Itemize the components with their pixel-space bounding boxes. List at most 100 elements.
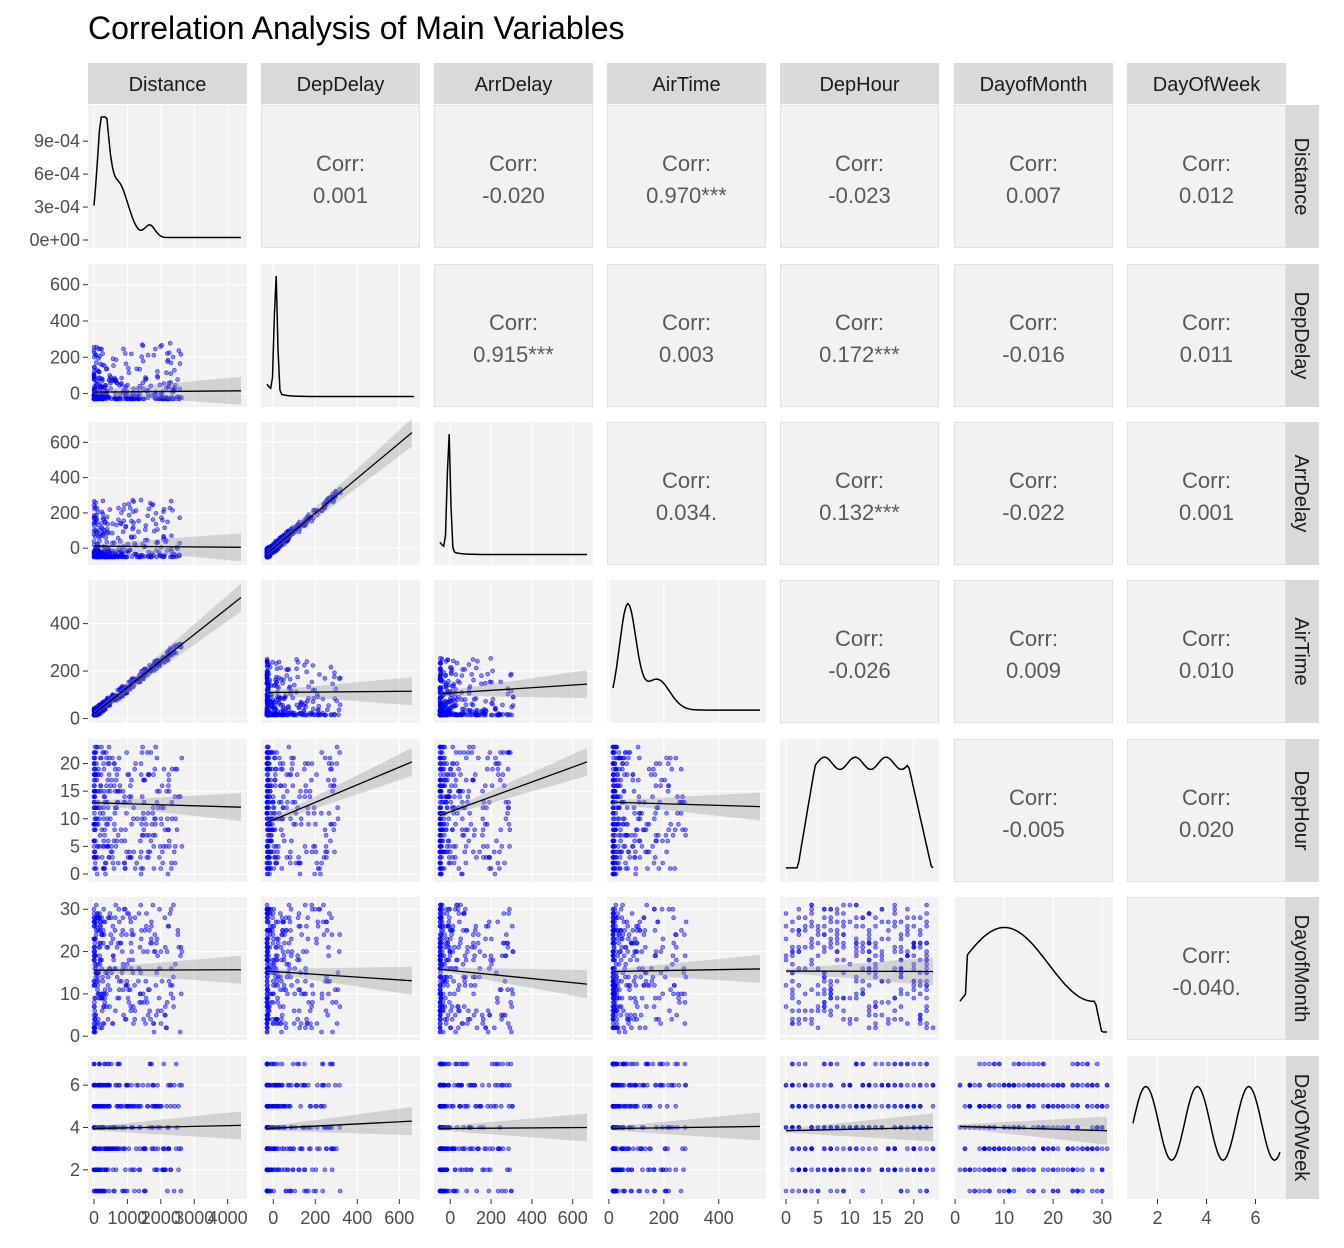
data-point <box>610 974 616 980</box>
data-point <box>143 1021 148 1026</box>
panel-distance-distance <box>88 105 247 248</box>
data-point <box>275 849 280 855</box>
data-point <box>143 527 148 532</box>
data-point <box>107 507 113 512</box>
strip-top-distance <box>88 63 247 104</box>
data-point <box>627 987 632 993</box>
data-point <box>275 1000 280 1005</box>
data-point <box>898 944 904 950</box>
data-point <box>322 755 328 761</box>
data-point <box>106 915 111 921</box>
data-point <box>847 995 853 1001</box>
data-point <box>828 940 834 946</box>
data-point <box>660 838 665 844</box>
data-point <box>110 860 116 866</box>
panel-background <box>780 580 939 723</box>
data-point <box>124 396 130 401</box>
data-point <box>302 794 308 800</box>
data-point <box>128 919 134 925</box>
data-point <box>307 1008 313 1014</box>
data-point <box>616 940 622 946</box>
data-point <box>457 940 463 946</box>
data-point <box>103 535 108 540</box>
data-point <box>271 991 276 997</box>
data-point <box>472 983 478 988</box>
data-point <box>471 1012 477 1018</box>
data-point <box>265 1004 270 1009</box>
data-point <box>151 352 157 358</box>
data-point <box>138 761 144 766</box>
data-point <box>91 978 97 984</box>
data-point <box>93 1012 98 1018</box>
data-point <box>274 712 279 718</box>
data-point <box>484 766 490 772</box>
data-point <box>168 360 174 366</box>
data-point <box>128 783 133 789</box>
data-point <box>279 915 285 921</box>
data-point <box>99 995 105 1001</box>
data-point <box>632 995 638 1001</box>
data-point <box>315 708 321 713</box>
data-point <box>465 794 471 800</box>
strip-right-dayofmonth <box>1285 897 1319 1040</box>
data-point <box>616 750 622 755</box>
data-point <box>110 923 116 929</box>
panel-depdelay-dayofweek: Corr:0.011 <box>1127 264 1286 407</box>
data-point <box>460 788 465 794</box>
data-point <box>168 991 174 997</box>
data-point <box>313 849 319 855</box>
data-point <box>153 744 158 750</box>
data-point <box>611 772 616 777</box>
data-point <box>671 991 676 997</box>
data-point <box>489 712 495 718</box>
data-point <box>92 788 98 794</box>
data-point <box>479 681 484 687</box>
data-point <box>143 995 149 1001</box>
data-point <box>93 805 99 811</box>
data-point <box>441 755 446 761</box>
data-point <box>471 991 476 997</box>
data-point <box>123 983 129 988</box>
data-point <box>269 711 275 717</box>
data-point <box>289 766 295 772</box>
data-point <box>621 1008 626 1014</box>
data-point <box>168 371 174 376</box>
data-point <box>264 871 270 877</box>
data-point <box>309 849 315 855</box>
data-point <box>643 978 649 984</box>
strip-right-label: DayOfWeek <box>1290 1074 1312 1182</box>
corr-value: -0.020 <box>482 183 544 208</box>
data-point <box>131 1021 136 1026</box>
data-point <box>133 508 139 513</box>
data-point <box>92 919 98 925</box>
data-point <box>452 794 457 800</box>
data-point <box>153 1012 159 1018</box>
data-point <box>651 816 657 822</box>
data-point <box>453 777 459 783</box>
data-point <box>155 369 160 374</box>
panel-depdelay-airtime: Corr:0.003 <box>607 264 766 407</box>
data-point <box>666 783 671 789</box>
data-point <box>626 750 631 755</box>
data-point <box>264 978 270 984</box>
data-point <box>828 991 834 997</box>
data-point <box>264 915 270 921</box>
data-point <box>93 360 99 365</box>
data-point <box>140 380 146 386</box>
data-point <box>307 794 313 800</box>
data-point <box>796 915 802 921</box>
data-point <box>107 761 112 766</box>
data-point <box>117 783 123 789</box>
panel-border <box>434 105 593 248</box>
data-point <box>455 1004 460 1009</box>
data-point <box>924 1025 929 1031</box>
data-point <box>898 936 904 942</box>
data-point <box>438 660 443 666</box>
data-point <box>671 940 677 946</box>
data-point <box>136 394 141 400</box>
data-point <box>111 957 116 963</box>
data-point <box>270 961 275 967</box>
data-point <box>113 844 119 849</box>
data-point <box>439 995 444 1001</box>
data-point <box>163 396 169 402</box>
